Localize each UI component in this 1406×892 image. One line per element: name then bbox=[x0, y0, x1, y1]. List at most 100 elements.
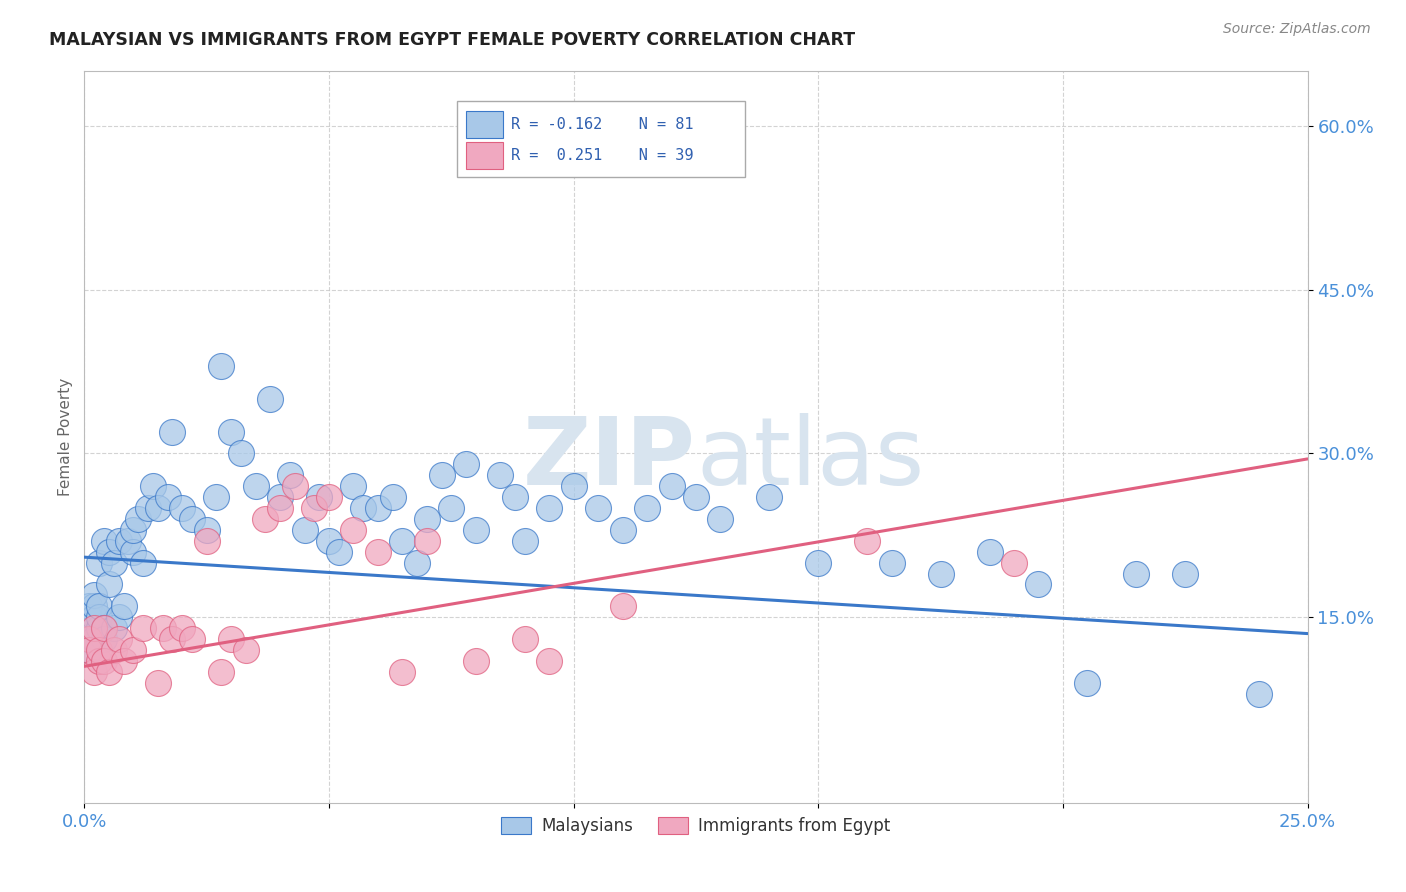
Point bbox=[612, 523, 634, 537]
Point bbox=[807, 556, 830, 570]
Point bbox=[83, 599, 105, 614]
Point bbox=[205, 490, 228, 504]
Point bbox=[132, 556, 155, 570]
Point bbox=[97, 545, 120, 559]
Point bbox=[685, 490, 707, 504]
Point bbox=[1002, 556, 1025, 570]
Point bbox=[464, 523, 486, 537]
Point bbox=[636, 501, 658, 516]
Point bbox=[562, 479, 585, 493]
Point bbox=[103, 643, 125, 657]
Point bbox=[87, 556, 110, 570]
Point bbox=[132, 621, 155, 635]
Point bbox=[562, 119, 585, 133]
Point bbox=[430, 468, 453, 483]
Point bbox=[489, 468, 512, 483]
Point bbox=[278, 468, 301, 483]
Point bbox=[83, 632, 105, 646]
FancyBboxPatch shape bbox=[457, 101, 745, 178]
Point bbox=[308, 490, 330, 504]
Legend: Malaysians, Immigrants from Egypt: Malaysians, Immigrants from Egypt bbox=[495, 811, 897, 842]
Point bbox=[979, 545, 1001, 559]
Point bbox=[856, 533, 879, 548]
Point bbox=[284, 479, 307, 493]
Point bbox=[709, 512, 731, 526]
Point bbox=[127, 512, 149, 526]
Point bbox=[538, 501, 561, 516]
Point bbox=[93, 621, 115, 635]
Point bbox=[103, 556, 125, 570]
Point bbox=[112, 599, 135, 614]
Point bbox=[162, 632, 184, 646]
Point bbox=[87, 643, 110, 657]
FancyBboxPatch shape bbox=[465, 111, 503, 138]
Point bbox=[367, 545, 389, 559]
Point bbox=[181, 512, 204, 526]
Text: ZIP: ZIP bbox=[523, 413, 696, 505]
Point bbox=[172, 501, 194, 516]
Point bbox=[93, 621, 115, 635]
Point bbox=[77, 621, 100, 635]
Text: atlas: atlas bbox=[696, 413, 924, 505]
Point bbox=[416, 533, 439, 548]
Point bbox=[142, 479, 165, 493]
Point bbox=[83, 621, 105, 635]
Point bbox=[342, 523, 364, 537]
Point bbox=[209, 359, 232, 373]
Point bbox=[122, 523, 145, 537]
Point bbox=[83, 621, 105, 635]
Point bbox=[219, 632, 242, 646]
Point bbox=[1125, 566, 1147, 581]
Point bbox=[172, 621, 194, 635]
Point bbox=[294, 523, 316, 537]
FancyBboxPatch shape bbox=[465, 143, 503, 169]
Point bbox=[103, 621, 125, 635]
Point bbox=[146, 501, 169, 516]
Point bbox=[136, 501, 159, 516]
Point bbox=[146, 675, 169, 690]
Point bbox=[219, 425, 242, 439]
Point bbox=[87, 621, 110, 635]
Y-axis label: Female Poverty: Female Poverty bbox=[58, 378, 73, 496]
Point bbox=[87, 599, 110, 614]
Point bbox=[513, 632, 536, 646]
Text: R =  0.251    N = 39: R = 0.251 N = 39 bbox=[512, 148, 693, 163]
Point bbox=[83, 610, 105, 624]
Point bbox=[122, 643, 145, 657]
Point bbox=[440, 501, 463, 516]
Point bbox=[328, 545, 350, 559]
Point bbox=[117, 533, 139, 548]
Point bbox=[107, 632, 129, 646]
Point bbox=[758, 490, 780, 504]
Point bbox=[381, 490, 404, 504]
Point bbox=[93, 533, 115, 548]
Point bbox=[97, 665, 120, 679]
Point bbox=[83, 588, 105, 602]
Text: R = -0.162    N = 81: R = -0.162 N = 81 bbox=[512, 117, 693, 132]
Point bbox=[195, 533, 218, 548]
Point bbox=[538, 654, 561, 668]
Point bbox=[181, 632, 204, 646]
Point bbox=[152, 621, 174, 635]
Point bbox=[122, 545, 145, 559]
Point bbox=[464, 654, 486, 668]
Point bbox=[1247, 687, 1270, 701]
Point bbox=[77, 643, 100, 657]
Point bbox=[612, 599, 634, 614]
Point bbox=[416, 512, 439, 526]
Point bbox=[195, 523, 218, 537]
Point bbox=[87, 610, 110, 624]
Point bbox=[391, 533, 413, 548]
Point bbox=[77, 632, 100, 646]
Point bbox=[83, 665, 105, 679]
Point bbox=[454, 458, 477, 472]
Point bbox=[156, 490, 179, 504]
Point bbox=[162, 425, 184, 439]
Point bbox=[269, 490, 291, 504]
Point bbox=[77, 599, 100, 614]
Text: Source: ZipAtlas.com: Source: ZipAtlas.com bbox=[1223, 22, 1371, 37]
Point bbox=[77, 643, 100, 657]
Point bbox=[304, 501, 326, 516]
Point bbox=[235, 643, 257, 657]
Point bbox=[586, 501, 609, 516]
